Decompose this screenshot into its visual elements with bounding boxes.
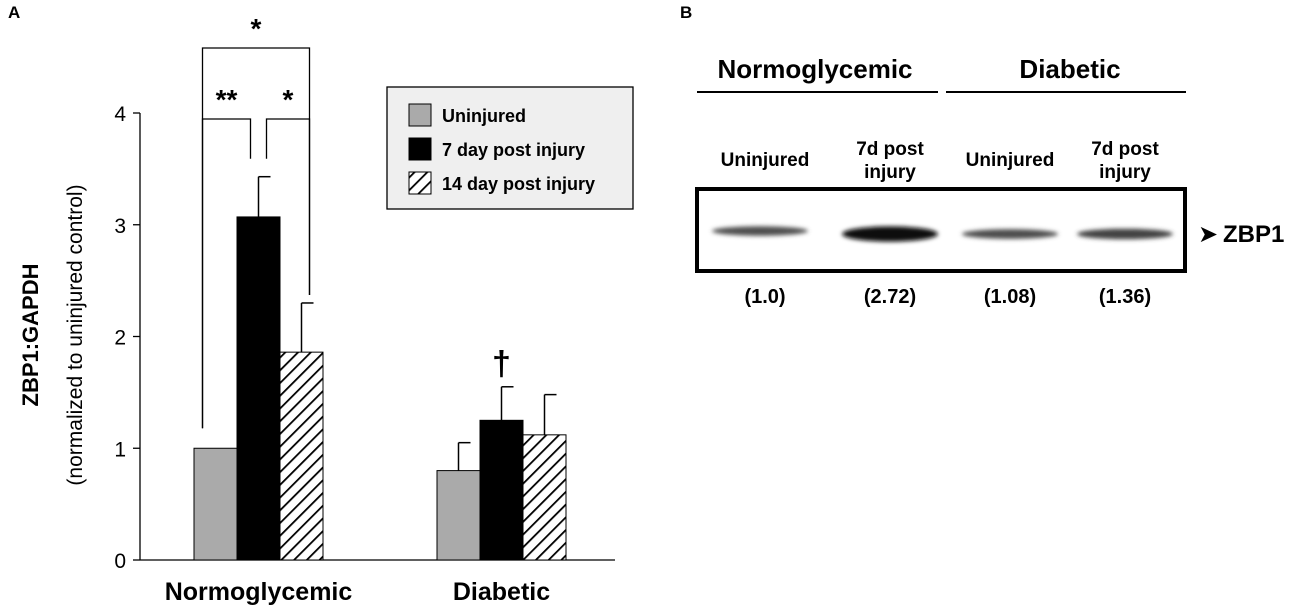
- lane-label: 7d post injury: [856, 139, 924, 183]
- bar: [279, 351, 324, 561]
- y-axis-label: ZBP1:GAPDH: [18, 263, 43, 406]
- blot-group-label-diabetic: Diabetic: [1019, 54, 1120, 84]
- bar: [236, 216, 281, 561]
- quantification-label: (1.36): [1099, 286, 1151, 308]
- y-tick-label: 1: [114, 438, 126, 461]
- significance-bracket: [201, 118, 252, 429]
- legend-swatch: [408, 103, 432, 127]
- bar: [436, 470, 481, 561]
- y-tick-label: 0: [114, 550, 126, 573]
- quantification-label: (1.0): [744, 286, 785, 308]
- blot-band: [1077, 228, 1173, 240]
- band-label-zbp1: ➤: [1198, 221, 1218, 248]
- legend: Uninjured 7 day post injury 14 day post in…: [386, 86, 634, 210]
- y-tick-label: 3: [114, 215, 126, 238]
- legend-swatch: [408, 137, 432, 161]
- panel-b-label: B: [680, 3, 692, 22]
- lane-label: Uninjured: [966, 150, 1055, 171]
- lane-label: 7d post injury: [1091, 139, 1159, 183]
- y-axis-sublabel: (normalized to uninjured control): [64, 184, 87, 485]
- arrow-left-icon: ➤: [1198, 221, 1218, 248]
- quantification-label: (2.72): [864, 286, 916, 308]
- significance-bracket: [265, 118, 311, 295]
- blot-group-label-normoglycemic: Normoglycemic: [717, 54, 912, 84]
- y-tick-label: 2: [114, 327, 126, 350]
- lane-label: Uninjured: [721, 150, 810, 171]
- band-label: ZBP1: [1223, 221, 1284, 248]
- bar: [479, 419, 524, 561]
- blot-band: [962, 229, 1058, 239]
- x-category-label: Diabetic: [453, 578, 550, 606]
- legend-label: 7 day post injury: [442, 140, 585, 160]
- western-blot: [695, 187, 1187, 273]
- significance-label: *: [251, 13, 262, 44]
- panel-a-label: A: [8, 3, 20, 22]
- significance-label: **: [216, 84, 238, 115]
- quantification-label: (1.08): [984, 286, 1036, 308]
- dagger-mark: †: [492, 345, 511, 383]
- y-tick-label: 4: [114, 103, 126, 126]
- legend-label: 14 day post injury: [442, 174, 595, 194]
- legend-label: Uninjured: [442, 106, 526, 126]
- x-category-label: Normoglycemic: [165, 578, 353, 606]
- legend-swatch: [408, 171, 432, 195]
- y-axis-title: ZBP1:GAPDH (normalized to uninjured cont…: [18, 184, 87, 485]
- bar: [193, 447, 238, 561]
- significance-label: *: [283, 84, 294, 115]
- blot-band: [712, 226, 808, 236]
- bar: [522, 434, 567, 561]
- blot-band: [842, 226, 938, 242]
